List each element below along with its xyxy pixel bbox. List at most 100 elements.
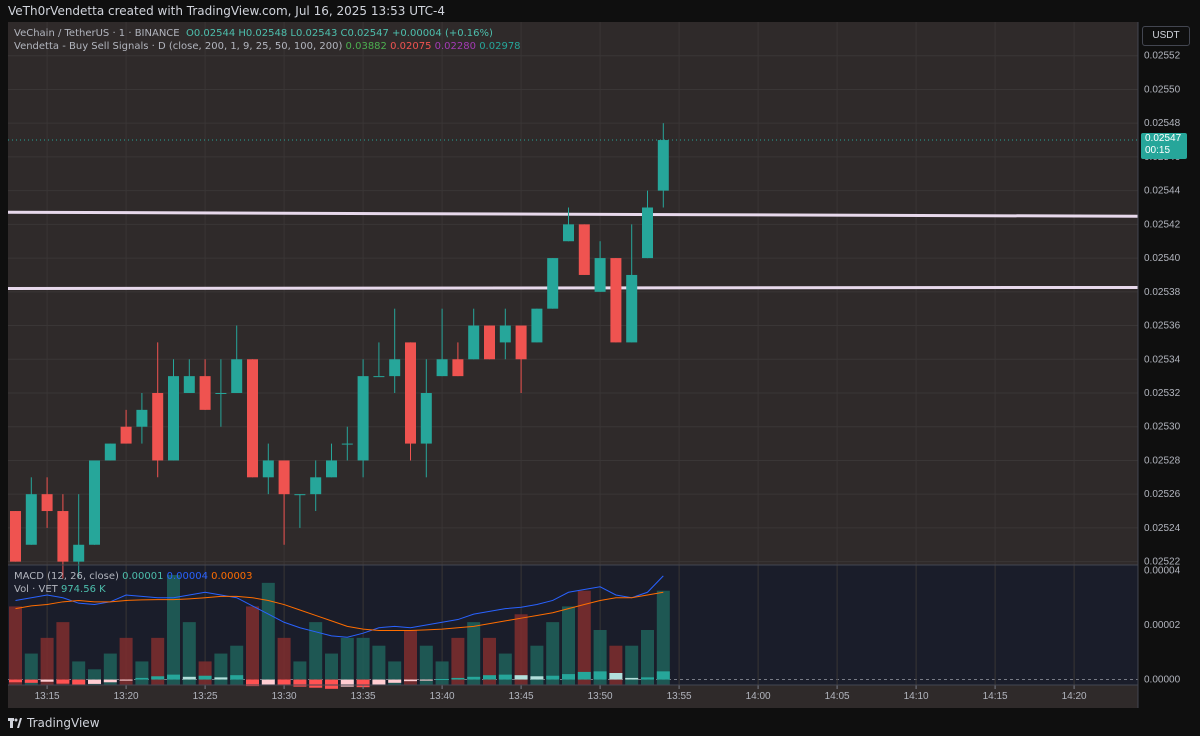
time-tick-label: 13:55 — [667, 691, 692, 702]
macd-histogram-bar — [261, 679, 275, 685]
price-tick-label: 0.02526 — [1144, 489, 1181, 500]
top-bar: VeTh0rVendetta created with TradingView.… — [0, 0, 1200, 22]
price-tick-label: 0.02552 — [1144, 51, 1181, 62]
price-tick-label: 0.02530 — [1144, 422, 1181, 433]
price-tick-label: 0.02550 — [1144, 84, 1181, 95]
price-tick-label: 0.02524 — [1144, 523, 1181, 534]
candle-body — [578, 224, 590, 275]
price-tick-label: 0.02528 — [1144, 455, 1181, 466]
macd-histogram-bar — [9, 679, 22, 683]
brand[interactable]: TradingView — [8, 716, 100, 730]
volume-legend[interactable]: Vol · VET 974.56 K — [14, 584, 106, 595]
volume-bar — [562, 606, 575, 685]
candle-body — [215, 392, 227, 394]
candle-body — [89, 460, 100, 545]
price-tick-label: 0.02542 — [1144, 219, 1181, 230]
macd-axis[interactable]: 0.00004 0.00002 0.00000 — [1144, 565, 1181, 685]
time-axis[interactable]: 13:15 13:20 13:25 13:30 13:35 13:40 13:45 13:50… — [35, 685, 1087, 702]
price-tick-label: 0.02532 — [1144, 388, 1181, 399]
price-tick-label: 0.02548 — [1144, 118, 1181, 129]
macd-signal-value: 0.00004 — [166, 571, 208, 582]
candle-body — [420, 392, 432, 444]
macd-histogram-bar — [656, 671, 670, 680]
grid — [8, 22, 1138, 685]
candle-body — [515, 325, 527, 360]
candle-body — [405, 342, 416, 444]
macd-histogram-bar — [103, 679, 117, 683]
volume-bar — [167, 575, 180, 685]
macd-histogram-bar — [641, 677, 654, 680]
bar-countdown: 00:15 — [1145, 145, 1171, 156]
macd-histogram-bar — [530, 676, 544, 680]
volume-bar — [498, 653, 512, 685]
candle-body — [563, 224, 574, 242]
volume-bar — [135, 661, 149, 685]
resistance-line — [7, 210, 1139, 218]
candle-body — [247, 359, 258, 478]
volume-bar — [40, 637, 54, 685]
macd-histogram-bar — [230, 675, 244, 680]
candle-body — [136, 409, 148, 427]
volume-bar — [182, 622, 196, 685]
time-tick-label: 13:45 — [509, 691, 534, 702]
ohlc-values: O0.02544 H0.02548 L0.02543 C0.02547 — [185, 28, 389, 39]
macd-histogram-bar — [388, 679, 402, 683]
time-tick-label: 14:00 — [746, 691, 771, 702]
volume-bar — [483, 637, 496, 685]
macd-value: 0.00001 — [122, 571, 164, 582]
macd-histogram-bar — [546, 675, 560, 680]
chart-credit: VeTh0rVendetta created with TradingView.… — [8, 4, 445, 18]
time-tick-label: 14:05 — [825, 691, 850, 702]
candle-body — [10, 511, 21, 562]
indicator-legend[interactable]: Vendetta - Buy Sell Signals · D (close, … — [14, 41, 521, 52]
macd-histogram-bar — [135, 677, 149, 680]
macd-legend[interactable]: MACD (12, 26, close) 0.00001 0.00004 0.0… — [14, 571, 253, 582]
symbol-legend[interactable]: VeChain / TetherUS · 1 · BINANCE O0.0254… — [14, 28, 493, 39]
macd-tick-label: 0.00000 — [1144, 675, 1181, 686]
volume-bar — [625, 645, 639, 685]
candle-body — [278, 460, 290, 495]
volume-bar — [404, 630, 417, 685]
macd-tick-label: 0.00004 — [1144, 565, 1181, 576]
candle-body — [73, 544, 85, 562]
candle-body — [594, 258, 606, 292]
volume-bar — [372, 645, 386, 685]
price-change: +0.00004 (+0.16%) — [392, 28, 493, 39]
symbol-name: VeChain / TetherUS · 1 · BINANCE — [14, 28, 180, 39]
volume-bar — [325, 653, 338, 685]
macd-histogram-bar — [72, 679, 86, 685]
volume-bar — [56, 622, 70, 685]
volume-bar — [261, 582, 275, 685]
macd-histogram-bar — [483, 675, 496, 680]
time-tick-label: 14:10 — [904, 691, 929, 702]
chart-canvas[interactable]: 0.025520.025500.025480.025460.025440.025… — [0, 0, 1200, 708]
indicator-value-3: 0.02280 — [434, 41, 476, 52]
volume-bar — [214, 653, 228, 685]
volume-bar — [656, 590, 670, 685]
time-tick-label: 13:30 — [272, 691, 297, 702]
candle-body — [484, 325, 495, 360]
tradingview-logo-icon — [8, 718, 22, 728]
price-tick-label: 0.02536 — [1144, 321, 1181, 332]
macd-histogram-bar — [167, 674, 180, 680]
volume-bar — [230, 645, 244, 685]
volume-bar — [103, 653, 117, 685]
volume-bar — [356, 637, 370, 685]
macd-histogram-bar — [498, 674, 512, 680]
price-tick-label: 0.02522 — [1144, 557, 1181, 568]
candles — [10, 123, 669, 579]
macd-histogram-bar — [593, 671, 607, 680]
candle-body — [357, 376, 369, 461]
candle-body — [657, 140, 669, 191]
volume-bar — [388, 661, 402, 685]
last-price-tag: 0.02547 00:15 — [1141, 133, 1187, 159]
price-axis[interactable]: 0.025520.025500.025480.025460.025440.025… — [1144, 51, 1181, 568]
volume-bar — [419, 645, 433, 685]
macd-histogram-bar — [277, 679, 291, 686]
support-line — [7, 285, 1139, 290]
volume-bar — [309, 622, 323, 685]
currency-button[interactable]: USDT — [1142, 26, 1190, 46]
volume-bar — [151, 637, 165, 685]
horizontal-levels[interactable] — [7, 210, 1139, 290]
candle-body — [25, 494, 37, 545]
